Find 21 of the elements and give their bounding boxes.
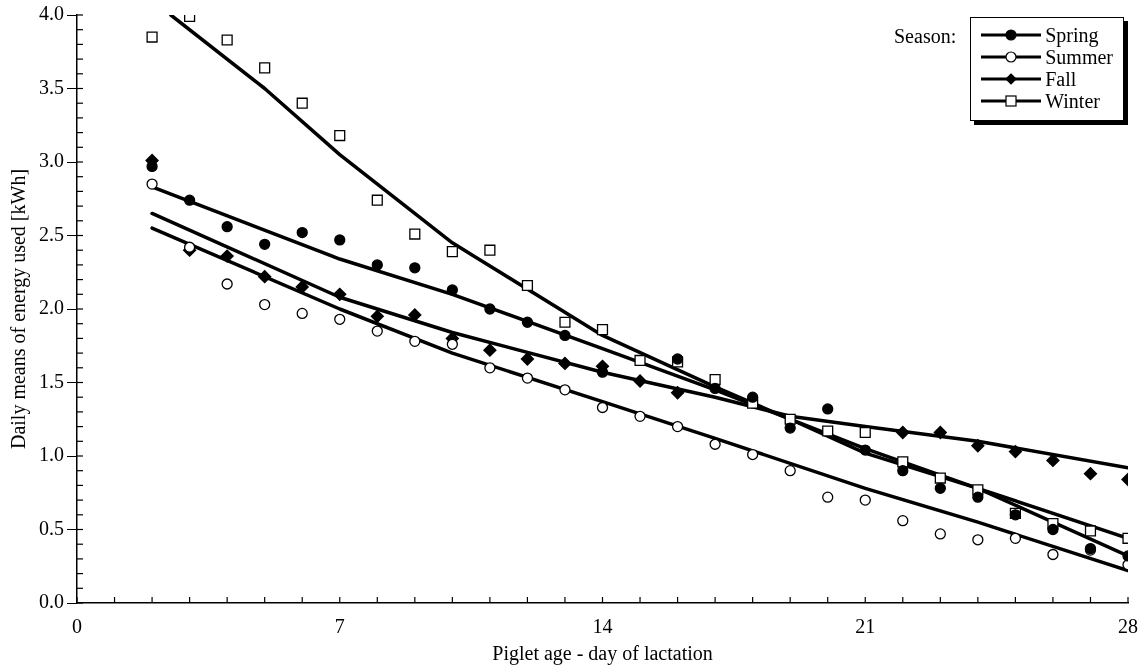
- x-tick-label: 21: [855, 615, 876, 638]
- y-tick-label: 2.0: [39, 296, 64, 319]
- x-tick-label: 14: [592, 615, 613, 638]
- x-axis-title: Piglet age - day of lactation: [492, 642, 713, 666]
- y-tick-label: 1.5: [39, 369, 64, 392]
- y-tick-label: 4.0: [39, 2, 64, 25]
- x-tick-label: 28: [1118, 615, 1138, 638]
- y-axis-title: Daily means of energy used [kWh]: [7, 168, 31, 450]
- legend-label: Winter: [1045, 90, 1100, 112]
- y-tick-label: 3.5: [39, 75, 64, 98]
- y-tick-label: 3.0: [39, 149, 64, 172]
- y-tick-label: 2.5: [39, 222, 64, 245]
- x-tick-label: 0: [72, 615, 82, 638]
- y-tick-label: 0.0: [39, 590, 64, 613]
- legend-label: Fall: [1045, 68, 1077, 90]
- legend-label: Spring: [1045, 24, 1099, 46]
- y-tick-label: 1.0: [39, 443, 64, 466]
- y-tick-label: 0.5: [39, 516, 64, 539]
- x-tick-label: 7: [334, 615, 345, 638]
- legend-label: Summer: [1045, 46, 1113, 68]
- legend-title: Season:: [894, 25, 957, 48]
